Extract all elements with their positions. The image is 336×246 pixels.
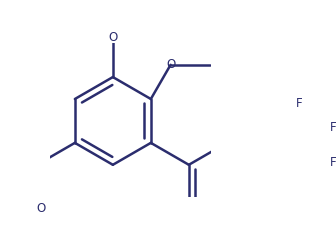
Text: O: O (108, 31, 118, 44)
Text: F: F (296, 96, 302, 109)
Text: HO: HO (0, 156, 1, 169)
Text: O: O (166, 58, 175, 71)
Text: O: O (36, 202, 45, 215)
Text: F: F (330, 156, 336, 169)
Text: F: F (330, 121, 336, 134)
